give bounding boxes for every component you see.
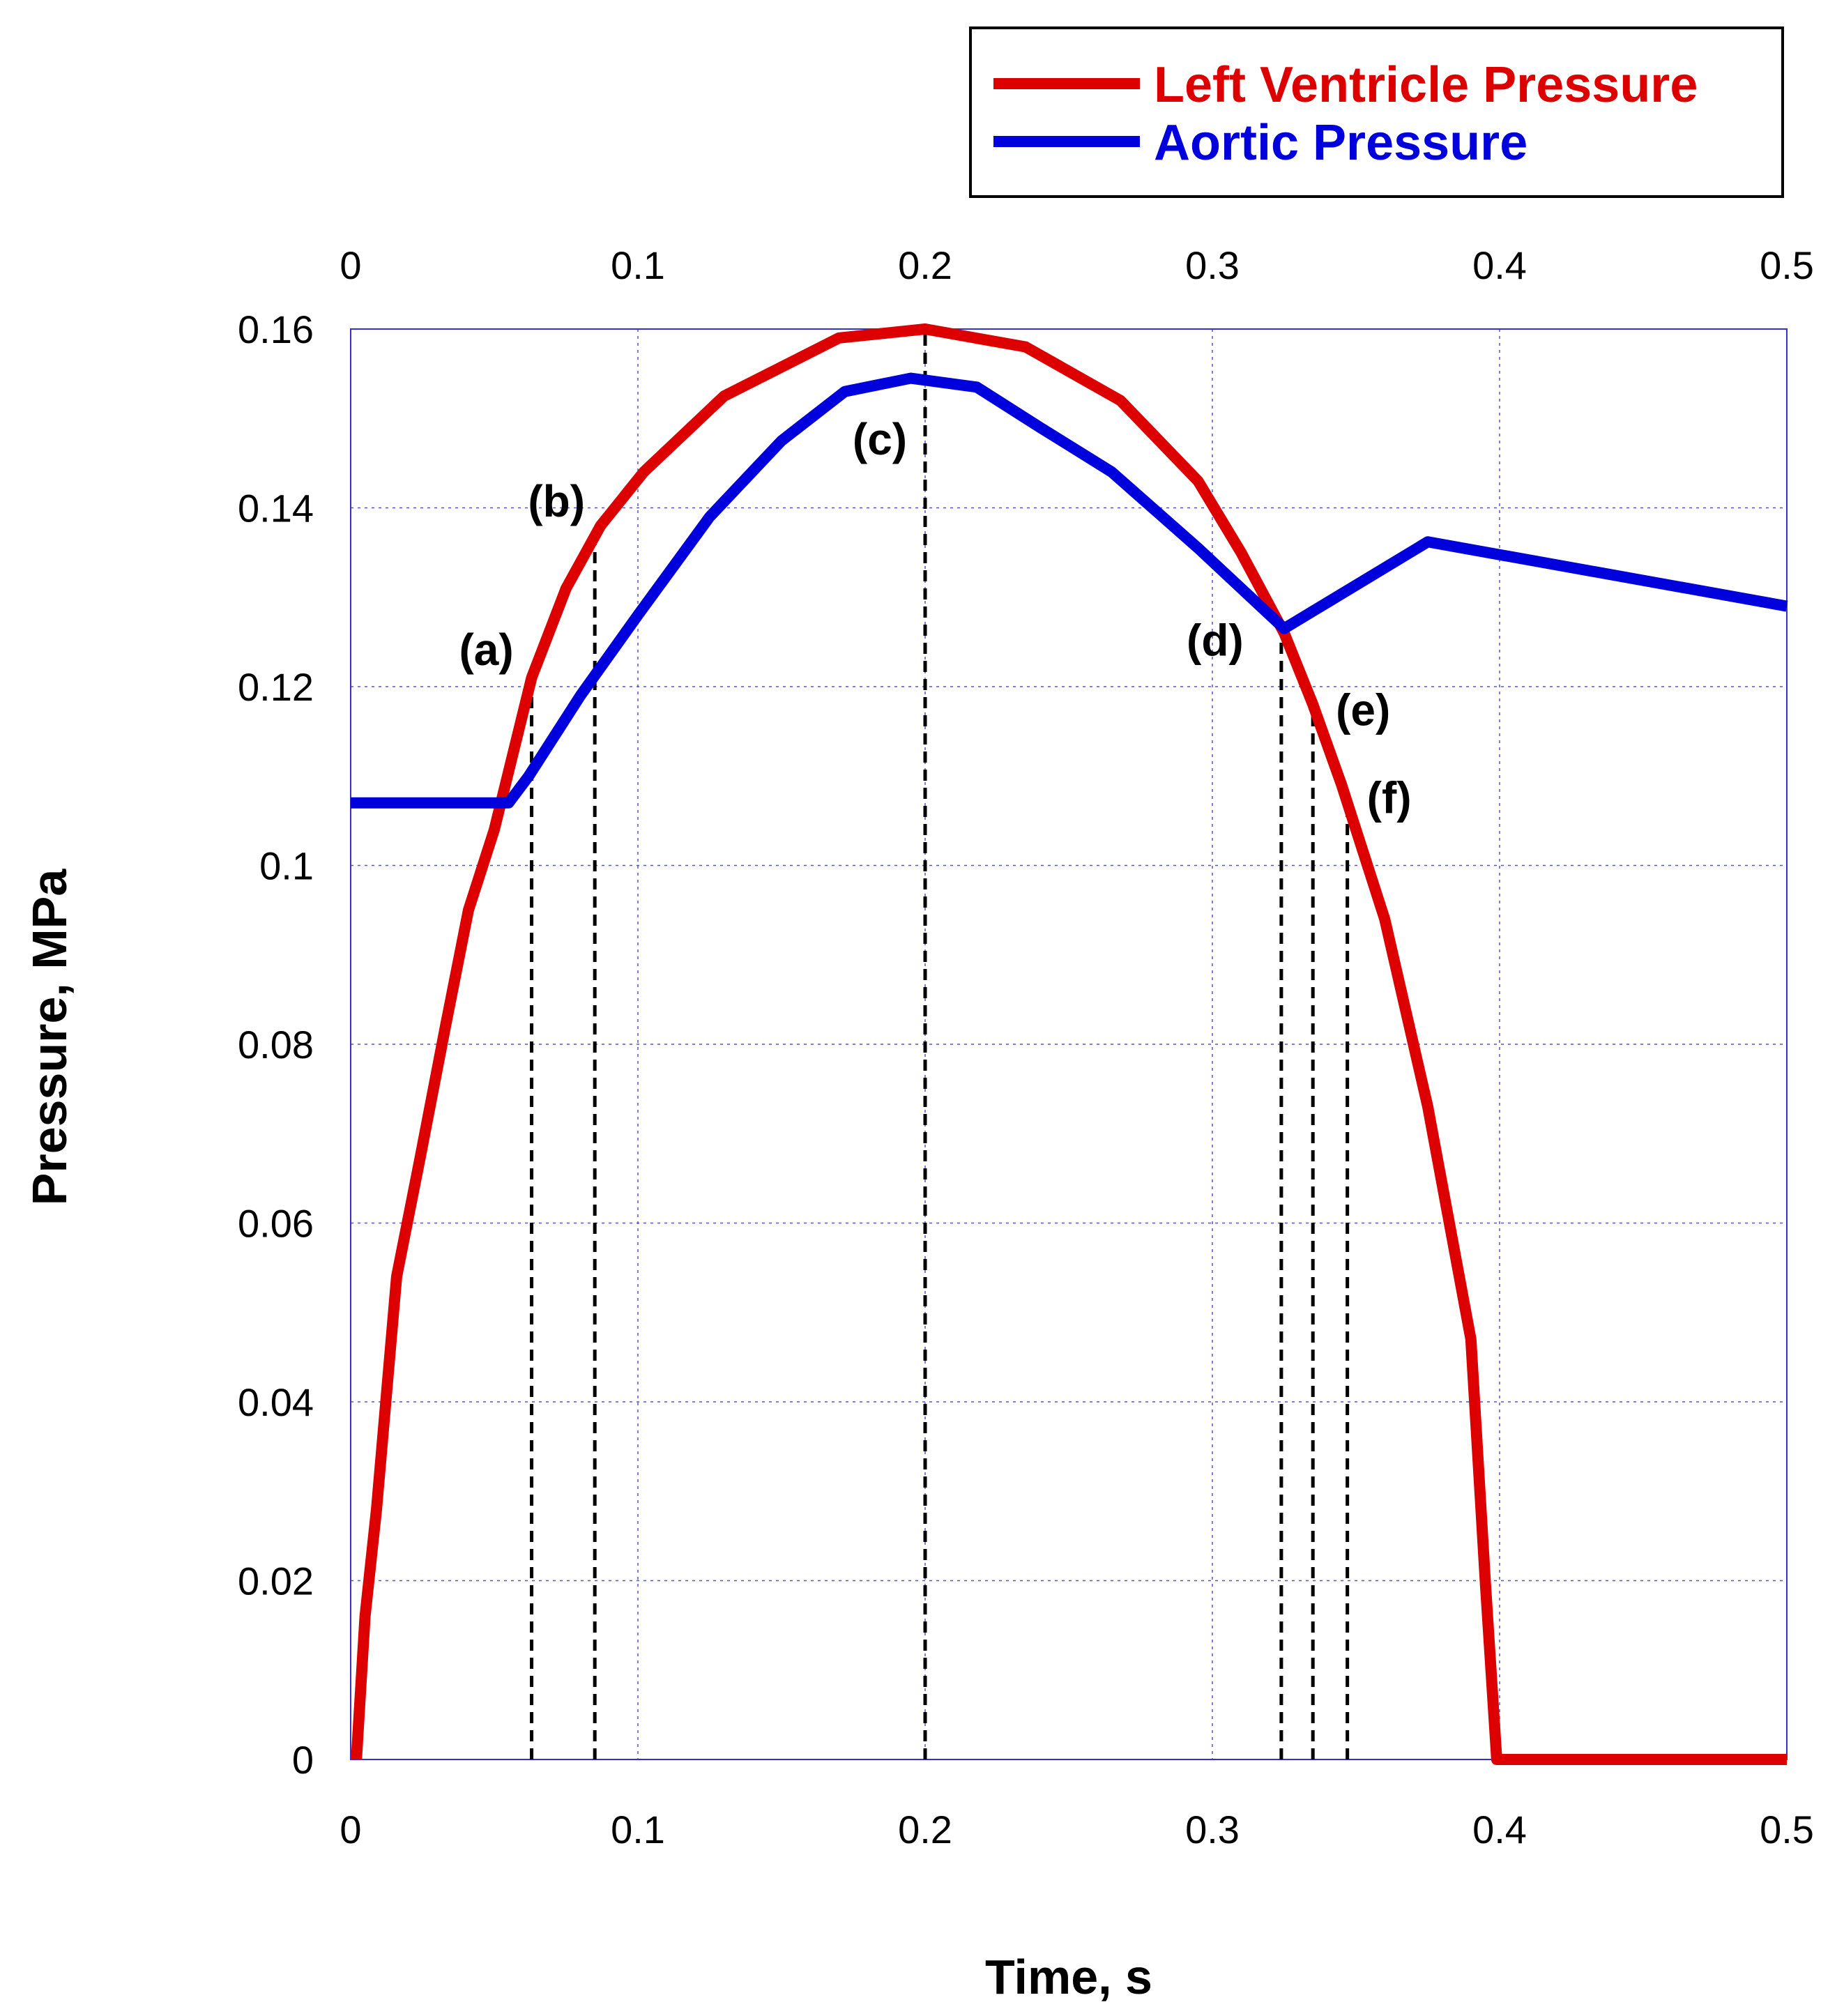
y-tick-label: 0.12 xyxy=(238,665,314,709)
legend-label-aortic: Aortic Pressure xyxy=(1154,115,1527,171)
y-tick-label: 0.04 xyxy=(238,1380,314,1424)
series xyxy=(351,323,1788,1765)
x-tick-label-bottom: 0.5 xyxy=(1760,1808,1814,1851)
y-tick-label: 0.08 xyxy=(238,1023,314,1067)
x-tick-label-bottom: 0.3 xyxy=(1185,1808,1240,1851)
annotation-labels: (a) (b) (c) (d) (e) (f) xyxy=(459,414,1411,823)
x-tick-label-top: 0.1 xyxy=(611,243,665,287)
y-tick-label: 0.06 xyxy=(238,1202,314,1246)
legend-label-left-ventricle: Left Ventricle Pressure xyxy=(1154,57,1698,113)
x-tick-label-top: 0.2 xyxy=(898,243,952,287)
annotation-label: (a) xyxy=(459,625,513,675)
x-tick-label-bottom: 0.2 xyxy=(898,1808,952,1851)
x-tick-label-top: 0.3 xyxy=(1185,243,1240,287)
y-tick-label: 0.16 xyxy=(238,307,314,351)
legend: Left Ventricle Pressure Aortic Pressure xyxy=(969,26,1784,198)
annotation-label: (d) xyxy=(1187,615,1244,665)
x-axis-title: Time, s xyxy=(985,1950,1152,2004)
annotation-lines xyxy=(530,329,1350,1759)
y-axis-title: Pressure, MPa xyxy=(22,869,77,1206)
series-line-aortic xyxy=(351,372,1788,809)
series-line-left-ventricle xyxy=(351,323,1787,1765)
y-axis-ticks: 0 0.02 0.04 0.06 0.08 0.1 0.12 0.14 0.16 xyxy=(238,307,314,1782)
y-tick-label: 0.1 xyxy=(259,844,314,888)
y-tick-label: 0.02 xyxy=(238,1559,314,1603)
annotation-label: (e) xyxy=(1336,685,1390,735)
x-tick-label-top: 0.5 xyxy=(1760,243,1814,287)
x-axis-ticks-top: 0 0.1 0.2 0.3 0.4 0.5 xyxy=(340,243,1814,287)
y-tick-label: 0 xyxy=(292,1738,314,1782)
x-tick-label-top: 0 xyxy=(340,243,361,287)
x-axis-ticks-bottom: 0 0.1 0.2 0.3 0.4 0.5 xyxy=(340,1808,1814,1851)
plot-frame xyxy=(350,328,1788,1760)
x-tick-label-bottom: 0.1 xyxy=(611,1808,665,1851)
annotation-label: (c) xyxy=(853,414,907,464)
x-tick-label-top: 0.4 xyxy=(1472,243,1527,287)
x-tick-label-bottom: 0.4 xyxy=(1472,1808,1527,1851)
annotation-label: (b) xyxy=(528,476,585,526)
annotation-label: (f) xyxy=(1367,773,1412,823)
y-tick-label: 0.14 xyxy=(238,487,314,530)
legend-box xyxy=(969,26,1784,198)
x-tick-label-bottom: 0 xyxy=(340,1808,361,1851)
